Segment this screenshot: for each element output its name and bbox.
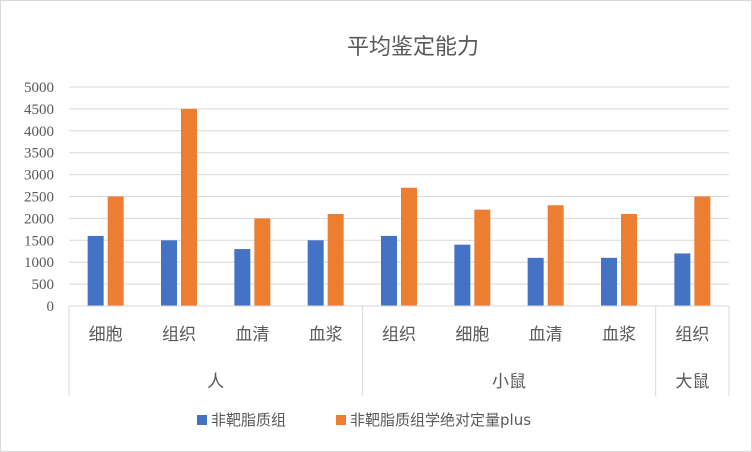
x-group-label: 小鼠: [492, 372, 526, 392]
legend-swatch-series-1: [197, 415, 207, 425]
x-tick-label: 细胞: [455, 325, 489, 345]
x-tick-label: 组织: [382, 325, 416, 345]
y-tick-label: 4000: [24, 124, 54, 140]
bar-series-1: [234, 249, 251, 306]
y-tick-label: 2500: [24, 190, 54, 206]
bar-series-1: [381, 235, 397, 306]
legend-swatch-series-2: [336, 415, 346, 425]
x-group-label: 人: [207, 372, 224, 392]
chart-title: 平均鉴定能力: [347, 35, 479, 60]
y-tick-label: 2000: [24, 211, 54, 227]
bar-series-2: [694, 196, 711, 306]
bar-series-2: [621, 214, 637, 306]
bar-series-2: [547, 205, 564, 306]
y-tick-label: 3500: [24, 146, 54, 162]
x-tick-label: 血浆: [602, 325, 636, 345]
x-tick-label: 血清: [235, 325, 269, 345]
bar-series-2: [254, 218, 271, 306]
legend-label-series-2: 非靶脂质组学绝对定量plus: [350, 411, 531, 429]
y-tick-label: 4500: [24, 102, 54, 118]
bar-series-2: [401, 187, 417, 306]
bar-series-1: [87, 235, 104, 306]
legend: 非靶脂质组 非靶脂质组学绝对定量plus: [197, 411, 531, 429]
x-group-label: 大鼠: [675, 372, 709, 392]
bar-series-1: [161, 240, 177, 306]
bar-series-2: [474, 209, 491, 306]
y-tick-label: 0: [47, 299, 55, 315]
x-tick-label: 血清: [529, 325, 563, 345]
bars: [87, 108, 711, 307]
x-axis: 细胞 组织 血清 血浆 组织 细胞 血清 血浆 组织人 小鼠 大鼠: [68, 305, 730, 396]
bar-series-1: [601, 257, 617, 306]
bar-series-1: [674, 253, 691, 306]
bar-series-1: [454, 244, 471, 306]
x-tick-label: 组织: [675, 325, 709, 345]
bar-series-1: [527, 257, 544, 306]
y-tick-label: 1500: [24, 233, 54, 249]
bar-series-2: [107, 196, 124, 306]
y-tick-label: 500: [32, 277, 55, 293]
x-tick-label: 组织: [162, 325, 196, 345]
y-tick-label: 3000: [24, 168, 54, 184]
y-tick-label: 5000: [24, 80, 54, 96]
x-tick-label: 血浆: [309, 325, 343, 345]
x-tick-label: 细胞: [89, 325, 123, 345]
bar-series-2: [181, 108, 197, 307]
bar-series-1: [307, 240, 324, 306]
y-axis: 0 500 1000 1500 2000 2500 3000 3500 4000 4500 5000: [24, 80, 54, 315]
legend-label-series-1: 非靶脂质组: [211, 411, 286, 429]
bar-series-2: [327, 214, 344, 306]
y-tick-label: 1000: [24, 255, 54, 271]
gridlines: [69, 86, 729, 307]
